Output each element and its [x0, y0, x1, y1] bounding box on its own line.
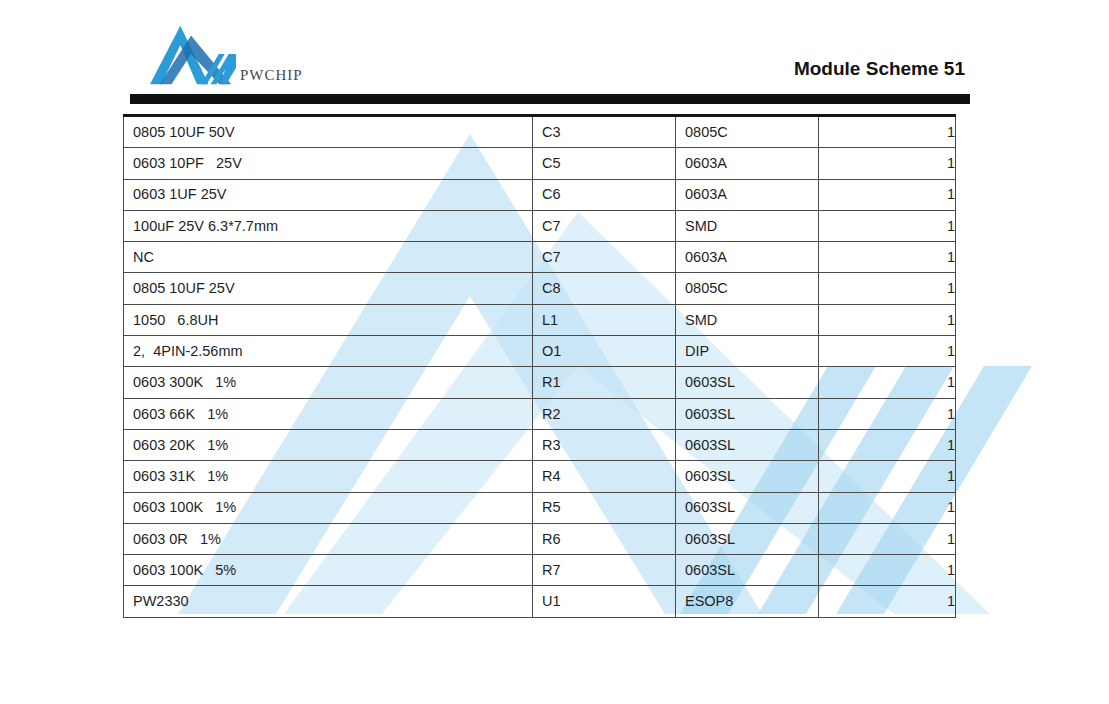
cell-designator: L1 — [533, 304, 676, 335]
cell-package: 0805C — [676, 273, 819, 304]
table-row: 0805 10UF 25V C8 0805C 1 — [124, 273, 956, 304]
cell-package: 0603SL — [676, 429, 819, 460]
cell-description: 0603 0R 1% — [124, 523, 533, 554]
cell-package: 0603A — [676, 242, 819, 273]
cell-designator: C7 — [533, 242, 676, 273]
table-row: 2, 4PIN-2.56mm O1 DIP 1 — [124, 336, 956, 367]
cell-package: 0603SL — [676, 492, 819, 523]
cell-quantity: 1 — [819, 179, 956, 210]
cell-package: ESOP8 — [676, 586, 819, 617]
cell-package: 0603SL — [676, 461, 819, 492]
table-row: 0805 10UF 50V C3 0805C 1 — [124, 116, 956, 148]
table-row: 0603 10PF 25V C5 0603A 1 — [124, 148, 956, 179]
cell-package: 0603A — [676, 179, 819, 210]
table-row: 0603 100K 1% R5 0603SL 1 — [124, 492, 956, 523]
cell-designator: R2 — [533, 398, 676, 429]
page-title: Module Scheme 51 — [794, 58, 965, 80]
table-row: 0603 100K 5% R7 0603SL 1 — [124, 555, 956, 586]
cell-description: NC — [124, 242, 533, 273]
cell-description: 2, 4PIN-2.56mm — [124, 336, 533, 367]
cell-designator: C7 — [533, 210, 676, 241]
cell-package: DIP — [676, 336, 819, 367]
brand-logo: PWCHIP — [150, 24, 303, 86]
table-row: NC C7 0603A 1 — [124, 242, 956, 273]
table-row: 0603 66K 1% R2 0603SL 1 — [124, 398, 956, 429]
cell-quantity: 1 — [819, 555, 956, 586]
table-row: 0603 0R 1% R6 0603SL 1 — [124, 523, 956, 554]
cell-description: 0603 300K 1% — [124, 367, 533, 398]
cell-designator: R3 — [533, 429, 676, 460]
cell-quantity: 1 — [819, 586, 956, 617]
cell-quantity: 1 — [819, 273, 956, 304]
table-row: 0603 20K 1% R3 0603SL 1 — [124, 429, 956, 460]
table-row: 0603 300K 1% R1 0603SL 1 — [124, 367, 956, 398]
cell-quantity: 1 — [819, 523, 956, 554]
document-page: PWCHIP Module Scheme 51 0805 10UF 50V C3… — [0, 0, 1109, 704]
cell-description: 0603 31K 1% — [124, 461, 533, 492]
cell-quantity: 1 — [819, 398, 956, 429]
cell-description: 0603 100K 1% — [124, 492, 533, 523]
cell-quantity: 1 — [819, 461, 956, 492]
cell-designator: C5 — [533, 148, 676, 179]
cell-description: 100uF 25V 6.3*7.7mm — [124, 210, 533, 241]
cell-designator: C3 — [533, 116, 676, 148]
cell-designator: R5 — [533, 492, 676, 523]
bom-table: 0805 10UF 50V C3 0805C 1 0603 10PF 25V C… — [123, 114, 956, 618]
cell-quantity: 1 — [819, 336, 956, 367]
cell-quantity: 1 — [819, 429, 956, 460]
cell-quantity: 1 — [819, 304, 956, 335]
header-rule-bar — [130, 94, 970, 104]
cell-quantity: 1 — [819, 116, 956, 148]
table-row: 0603 31K 1% R4 0603SL 1 — [124, 461, 956, 492]
cell-designator: R4 — [533, 461, 676, 492]
cell-package: 0603SL — [676, 555, 819, 586]
cell-designator: R6 — [533, 523, 676, 554]
cell-quantity: 1 — [819, 492, 956, 523]
table-row: PW2330 U1 ESOP8 1 — [124, 586, 956, 617]
table-row: 1050 6.8UH L1 SMD 1 — [124, 304, 956, 335]
cell-quantity: 1 — [819, 367, 956, 398]
cell-package: 0603SL — [676, 398, 819, 429]
cell-description: 0603 100K 5% — [124, 555, 533, 586]
cell-designator: C8 — [533, 273, 676, 304]
cell-quantity: 1 — [819, 242, 956, 273]
cell-description: 1050 6.8UH — [124, 304, 533, 335]
table-row: 100uF 25V 6.3*7.7mm C7 SMD 1 — [124, 210, 956, 241]
pwchip-logo-icon — [150, 24, 236, 86]
cell-package: 0603SL — [676, 523, 819, 554]
brand-name: PWCHIP — [240, 67, 303, 84]
cell-package: 0603A — [676, 148, 819, 179]
cell-designator: R1 — [533, 367, 676, 398]
cell-description: 0603 20K 1% — [124, 429, 533, 460]
cell-quantity: 1 — [819, 148, 956, 179]
cell-description: 0603 66K 1% — [124, 398, 533, 429]
cell-description: 0805 10UF 25V — [124, 273, 533, 304]
cell-package: SMD — [676, 304, 819, 335]
cell-package: SMD — [676, 210, 819, 241]
cell-designator: R7 — [533, 555, 676, 586]
cell-description: 0603 10PF 25V — [124, 148, 533, 179]
cell-description: 0603 1UF 25V — [124, 179, 533, 210]
cell-description: 0805 10UF 50V — [124, 116, 533, 148]
cell-designator: U1 — [533, 586, 676, 617]
cell-designator: O1 — [533, 336, 676, 367]
cell-quantity: 1 — [819, 210, 956, 241]
cell-designator: C6 — [533, 179, 676, 210]
cell-package: 0603SL — [676, 367, 819, 398]
table-row: 0603 1UF 25V C6 0603A 1 — [124, 179, 956, 210]
cell-package: 0805C — [676, 116, 819, 148]
cell-description: PW2330 — [124, 586, 533, 617]
